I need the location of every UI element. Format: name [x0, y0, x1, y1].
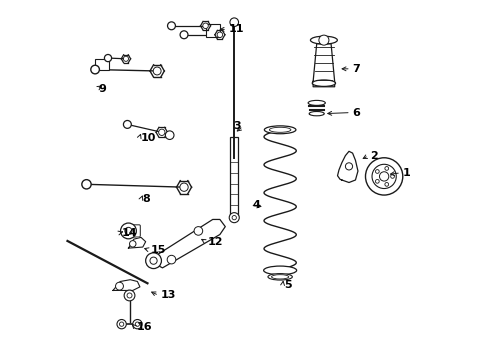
Circle shape — [127, 293, 132, 298]
FancyBboxPatch shape — [205, 24, 220, 37]
Text: 14: 14 — [122, 228, 137, 238]
Circle shape — [379, 172, 389, 181]
Polygon shape — [153, 220, 225, 268]
Circle shape — [124, 290, 135, 301]
Circle shape — [217, 32, 222, 37]
Circle shape — [121, 223, 136, 239]
Circle shape — [150, 257, 157, 264]
Circle shape — [372, 164, 396, 189]
Polygon shape — [113, 280, 140, 291]
Circle shape — [135, 322, 140, 326]
Text: 16: 16 — [137, 322, 152, 332]
Circle shape — [116, 282, 123, 290]
Circle shape — [146, 253, 161, 269]
Circle shape — [133, 319, 142, 329]
Ellipse shape — [271, 275, 289, 279]
Text: 9: 9 — [98, 84, 106, 94]
Circle shape — [391, 175, 394, 178]
Circle shape — [167, 255, 176, 264]
Circle shape — [123, 121, 131, 129]
Text: 10: 10 — [141, 133, 156, 143]
Circle shape — [120, 322, 124, 326]
Circle shape — [159, 129, 165, 135]
Circle shape — [125, 227, 132, 234]
Circle shape — [82, 180, 91, 189]
Circle shape — [104, 54, 112, 62]
FancyBboxPatch shape — [95, 59, 109, 69]
Circle shape — [91, 65, 99, 74]
Text: 12: 12 — [207, 237, 223, 247]
Circle shape — [229, 213, 239, 223]
Ellipse shape — [264, 266, 296, 275]
Text: 8: 8 — [143, 194, 150, 204]
Text: 11: 11 — [229, 24, 245, 35]
Ellipse shape — [312, 80, 336, 86]
Circle shape — [123, 56, 128, 61]
FancyBboxPatch shape — [130, 225, 140, 237]
Polygon shape — [128, 237, 146, 248]
Text: 5: 5 — [285, 280, 292, 290]
Circle shape — [232, 216, 236, 220]
Ellipse shape — [265, 126, 296, 134]
Circle shape — [203, 23, 208, 28]
Circle shape — [375, 170, 379, 174]
Polygon shape — [338, 151, 358, 183]
Circle shape — [319, 35, 329, 45]
Text: 2: 2 — [370, 150, 378, 161]
Circle shape — [385, 167, 389, 170]
Circle shape — [166, 131, 174, 139]
Ellipse shape — [309, 112, 324, 116]
Circle shape — [385, 183, 389, 186]
Circle shape — [180, 183, 188, 191]
Circle shape — [117, 319, 126, 329]
Circle shape — [375, 180, 379, 183]
Text: 6: 6 — [353, 108, 361, 118]
Circle shape — [168, 22, 175, 30]
Circle shape — [194, 226, 203, 235]
Circle shape — [230, 18, 239, 27]
Circle shape — [129, 240, 136, 247]
Circle shape — [153, 67, 161, 75]
Ellipse shape — [311, 36, 337, 44]
Circle shape — [180, 31, 188, 39]
Text: 4: 4 — [252, 200, 260, 210]
Text: 7: 7 — [353, 64, 360, 74]
FancyBboxPatch shape — [230, 137, 238, 216]
Text: 1: 1 — [403, 168, 411, 178]
Polygon shape — [313, 44, 335, 87]
Text: 13: 13 — [161, 291, 176, 301]
Circle shape — [366, 158, 403, 195]
Ellipse shape — [268, 274, 293, 280]
Text: 3: 3 — [234, 121, 242, 131]
Circle shape — [345, 163, 353, 170]
Ellipse shape — [308, 100, 325, 105]
Text: 15: 15 — [151, 245, 167, 255]
